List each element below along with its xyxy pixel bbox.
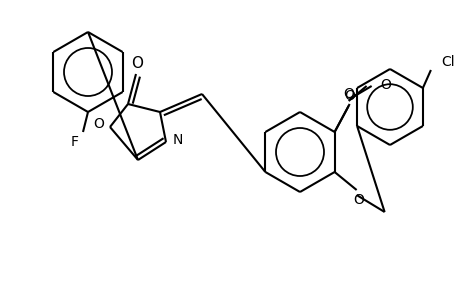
Text: O: O — [343, 89, 354, 103]
Text: O: O — [380, 78, 390, 92]
Text: O: O — [93, 117, 104, 131]
Text: O: O — [353, 193, 363, 207]
Text: O: O — [131, 56, 143, 70]
Text: N: N — [173, 133, 183, 147]
Text: F: F — [71, 135, 79, 149]
Text: O: O — [342, 87, 353, 101]
Text: Cl: Cl — [440, 55, 453, 69]
